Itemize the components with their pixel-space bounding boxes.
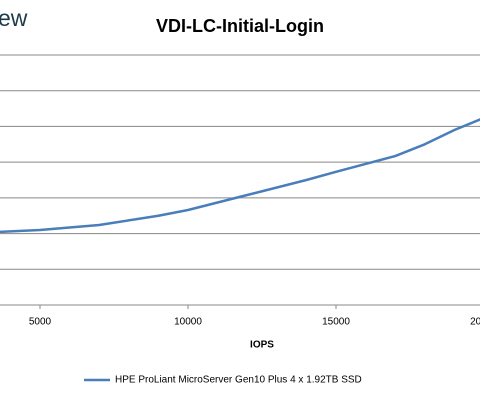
- x-tick-label: 5000: [29, 317, 52, 328]
- x-tick-label: 15000: [322, 317, 350, 328]
- legend-label: HPE ProLiant MicroServer Gen10 Plus 4 x …: [115, 375, 362, 386]
- data-line: [0, 118, 480, 234]
- logo: ew: [0, 5, 28, 31]
- chart-title: VDI-LC-Initial-Login: [156, 16, 324, 36]
- x-tick-label: 20000: [470, 317, 480, 328]
- x-axis-label: IOPS: [250, 340, 274, 351]
- x-tick-label: 10000: [174, 317, 202, 328]
